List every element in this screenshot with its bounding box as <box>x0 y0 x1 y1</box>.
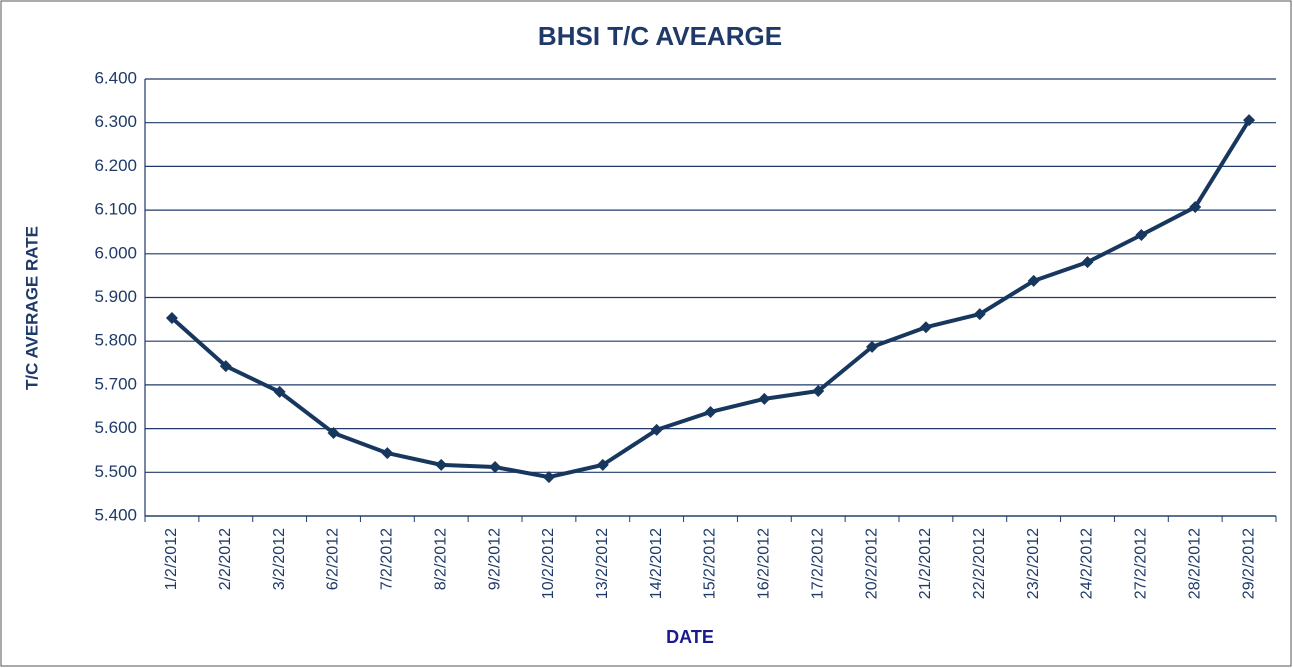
x-tick-label: 17/2/2012 <box>809 528 826 599</box>
x-tick-label: 14/2/2012 <box>648 528 665 599</box>
x-tick-label: 8/2/2012 <box>432 528 449 590</box>
data-point <box>866 340 879 353</box>
data-point <box>596 458 609 471</box>
y-tick-label: 5.400 <box>94 505 137 524</box>
chart-title: BHSI T/C AVEARGE <box>538 21 782 51</box>
y-tick-label: 5.900 <box>94 287 137 306</box>
x-axis-label: DATE <box>666 627 714 647</box>
x-tick-label: 3/2/2012 <box>271 528 288 590</box>
data-point <box>650 423 663 436</box>
data-point <box>1135 229 1148 242</box>
x-tick-label: 16/2/2012 <box>756 528 773 599</box>
x-tick-label: 6/2/2012 <box>325 528 342 590</box>
data-point <box>381 447 394 460</box>
x-tick-label: 15/2/2012 <box>702 528 719 599</box>
data-point <box>542 471 555 484</box>
x-tick-label: 20/2/2012 <box>863 528 880 599</box>
data-point <box>919 321 932 334</box>
x-tick-label: 29/2/2012 <box>1240 528 1257 599</box>
data-point <box>489 461 502 474</box>
y-tick-label: 5.600 <box>94 418 137 437</box>
y-tick-label: 5.500 <box>94 462 137 481</box>
y-tick-label: 5.800 <box>94 331 137 350</box>
data-point <box>1081 256 1094 269</box>
x-tick-label: 24/2/2012 <box>1079 528 1096 599</box>
x-tick-label: 13/2/2012 <box>594 528 611 599</box>
data-point <box>219 360 232 373</box>
data-point <box>1243 114 1256 127</box>
x-tick-label: 10/2/2012 <box>540 528 557 599</box>
data-point <box>165 312 178 325</box>
data-point <box>758 392 771 405</box>
data-point <box>812 385 825 398</box>
data-point <box>973 308 986 321</box>
data-point <box>327 426 340 439</box>
data-point <box>273 385 286 398</box>
x-tick-label: 27/2/2012 <box>1133 528 1150 599</box>
y-axis-label: T/C AVERAGE RATE <box>22 226 41 390</box>
x-tick-label: 2/2/2012 <box>217 528 234 590</box>
x-tick-label: 7/2/2012 <box>379 528 396 590</box>
data-point <box>1027 274 1040 287</box>
x-tick-label: 23/2/2012 <box>1025 528 1042 599</box>
y-tick-label: 6.100 <box>94 200 137 219</box>
x-tick-label: 1/2/2012 <box>163 528 180 590</box>
y-tick-label: 5.700 <box>94 374 137 393</box>
y-tick-label: 6.200 <box>94 156 137 175</box>
y-tick-label: 6.000 <box>94 243 137 262</box>
x-tick-label: 9/2/2012 <box>486 528 503 590</box>
y-tick-label: 6.300 <box>94 112 137 131</box>
x-tick-label: 21/2/2012 <box>917 528 934 599</box>
y-tick-label: 6.400 <box>94 68 137 87</box>
data-point <box>1189 201 1202 214</box>
x-tick-label: 22/2/2012 <box>971 528 988 599</box>
data-point <box>435 458 448 471</box>
x-tick-label: 28/2/2012 <box>1186 528 1203 599</box>
data-point <box>704 405 717 418</box>
